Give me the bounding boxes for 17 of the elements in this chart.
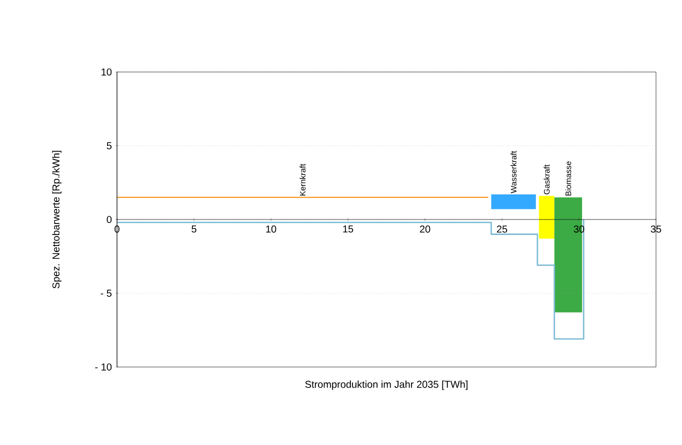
text: Kernkraft: [300, 164, 306, 196]
x-tick-label: 10: [266, 226, 276, 233]
x-tick-label: 15: [343, 226, 354, 233]
y-tick-label: 10: [102, 68, 112, 76]
x-tick-label: 5: [192, 226, 196, 233]
y-tick-label: 5: [106, 142, 112, 150]
y-tick-label: - 5: [100, 290, 112, 297]
text: Biomasse: [565, 161, 572, 196]
text: Wasserkraft: [510, 150, 516, 194]
y-tick-label: - 10: [95, 363, 112, 371]
text: Gaskraft: [544, 164, 550, 194]
y-axis-title: Spez. Nettobarwerte [Rp./kWh]: [52, 150, 62, 288]
x-axis-title: Stromproduktion im Jahr 2035 [TWh]: [305, 380, 468, 390]
x-tick-label: 35: [650, 226, 662, 233]
x-tick-label: 20: [420, 226, 430, 233]
x-tick-label: 25: [496, 226, 508, 233]
y-tick-label: 0: [106, 216, 112, 224]
